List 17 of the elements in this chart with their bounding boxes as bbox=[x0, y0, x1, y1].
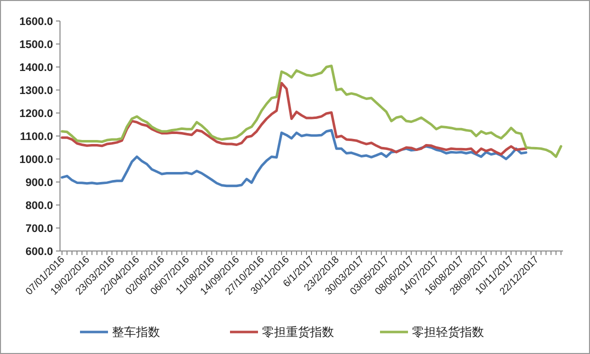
y-tick-label: 1400.0 bbox=[19, 62, 53, 74]
y-tick-label: 600.0 bbox=[25, 246, 53, 258]
line-series bbox=[60, 129, 528, 188]
y-tick-label: 1300.0 bbox=[19, 84, 53, 97]
y-tick-label: 1200.0 bbox=[19, 108, 53, 120]
y-tick-label: 900.0 bbox=[25, 176, 53, 189]
legend-label: 零担重货指数 bbox=[262, 325, 334, 340]
y-tick-label: 1100.0 bbox=[20, 130, 53, 143]
legend-label: 零担轻货指数 bbox=[412, 325, 484, 340]
y-tick-label: 1500.0 bbox=[19, 38, 53, 51]
legend-label: 整车指数 bbox=[112, 325, 160, 340]
y-tick-label: 1600.0 bbox=[19, 16, 53, 28]
y-tick-label: 1000.0 bbox=[19, 154, 53, 166]
line-series bbox=[60, 82, 528, 156]
line-series bbox=[60, 64, 562, 158]
y-tick-label: 800.0 bbox=[25, 200, 53, 212]
y-tick-label: 700.0 bbox=[25, 222, 53, 235]
